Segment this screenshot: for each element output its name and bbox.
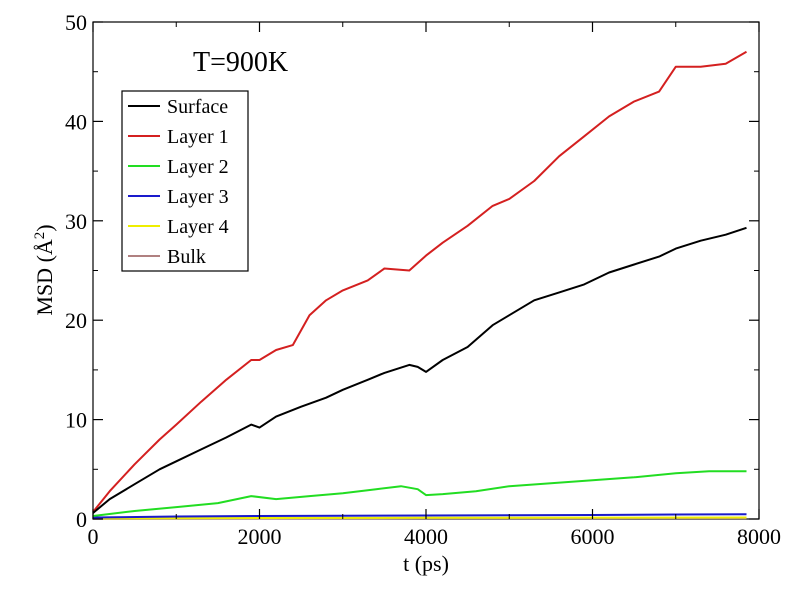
legend-label-layer-1: Layer 1 <box>167 126 229 148</box>
series-line-layer-2 <box>92 470 747 517</box>
legend: Surface Layer 1 Layer 2 Layer 3 Layer 4 Bulk <box>121 90 249 272</box>
legend-label-layer-2: Layer 2 <box>167 156 229 178</box>
x-tick-label: 2000 <box>238 524 282 549</box>
y-tick-label: 0 <box>76 507 87 532</box>
y-axis-title-close: ) <box>32 224 57 231</box>
y-tick-label: 30 <box>65 209 87 234</box>
legend-label-bulk: Bulk <box>167 246 206 268</box>
y-axis-title: MSD (Å2) <box>32 224 57 315</box>
series-line-layer-4 <box>92 516 747 520</box>
y-axis-title-unit: Å <box>32 239 57 255</box>
svg-text:MSD (Å2): MSD (Å2) <box>32 224 57 315</box>
y-tick-label: 10 <box>65 408 87 433</box>
y-tick-label: 40 <box>65 109 87 134</box>
annotation-temperature: T=900K <box>193 47 288 78</box>
x-tick-label: 6000 <box>571 524 615 549</box>
series-layer <box>92 50 747 520</box>
series-line-layer-1 <box>92 50 747 513</box>
legend-box <box>121 90 249 272</box>
y-tick-label: 50 <box>65 10 87 35</box>
x-axis-title: t (ps) <box>403 551 449 576</box>
y-axis-title-sup: 2 <box>32 232 48 240</box>
x-tick-label: 4000 <box>404 524 448 549</box>
y-axis-title-main: MSD ( <box>32 255 57 316</box>
series-line-surface <box>92 226 747 514</box>
legend-label-layer-4: Layer 4 <box>167 216 229 238</box>
x-tick-label: 0 <box>88 524 99 549</box>
tick-layer: 0 2000 4000 6000 8000 0 10 20 30 40 50 <box>65 10 781 549</box>
y-tick-label: 20 <box>65 308 87 333</box>
x-tick-label: 8000 <box>737 524 781 549</box>
legend-label-layer-3: Layer 3 <box>167 186 229 208</box>
legend-label-surface: Surface <box>167 96 228 118</box>
